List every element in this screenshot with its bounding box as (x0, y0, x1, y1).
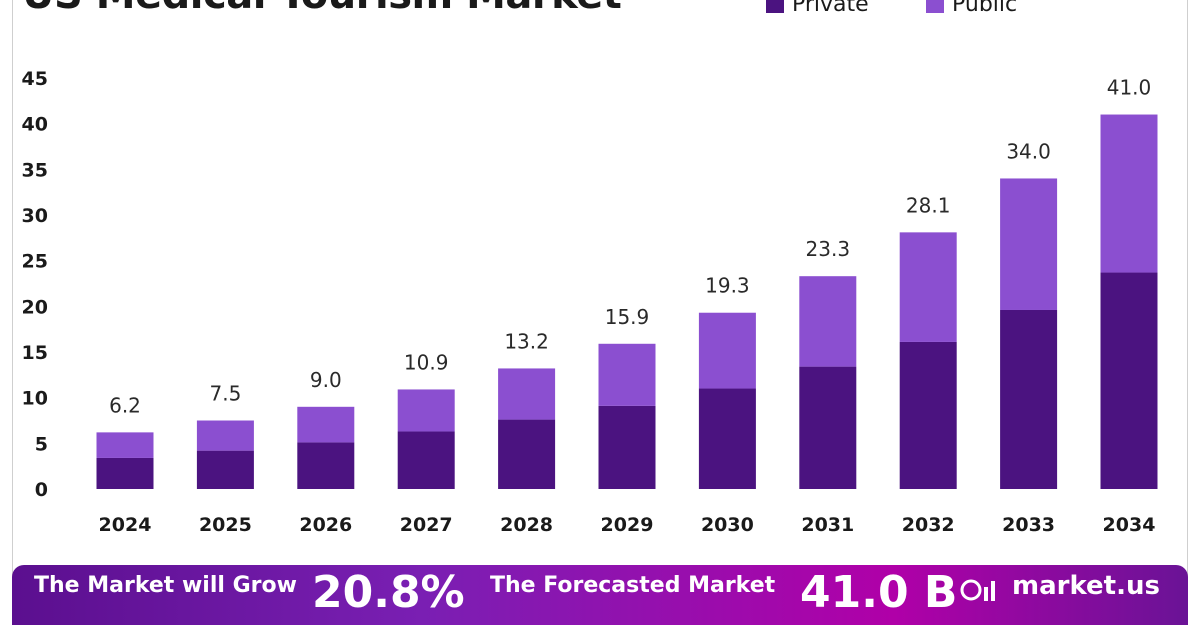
bar-total-label: 15.9 (605, 305, 650, 329)
y-tick-label: 45 (22, 68, 48, 90)
x-tick-label: 2024 (99, 514, 152, 536)
y-tick-label: 20 (22, 296, 48, 318)
y-tick-label: 30 (22, 205, 48, 227)
bar-segment-public (799, 276, 857, 367)
x-tick-label: 2026 (299, 514, 352, 536)
bar-total-label: 19.3 (705, 274, 750, 298)
y-tick-label: 25 (22, 251, 48, 273)
x-tick-label: 2028 (500, 514, 553, 536)
bar-total-label: 7.5 (209, 382, 241, 406)
bar-segment-private (196, 450, 254, 489)
x-tick-label: 2033 (1002, 514, 1055, 536)
bar-segment-private (698, 388, 756, 489)
bar-segment-private (297, 442, 355, 489)
x-tick-label: 2031 (801, 514, 854, 536)
y-tick-label: 5 (35, 433, 48, 455)
x-tick-label: 2025 (199, 514, 252, 536)
x-tick-label: 2027 (400, 514, 453, 536)
banner-forecast-text: The Forecasted Market (490, 573, 776, 598)
bar-segment-private (899, 341, 957, 489)
bar-segment-private (1000, 309, 1058, 489)
banner-grow-text: The Market will Grow (34, 573, 297, 598)
bar-total-label: 34.0 (1006, 139, 1051, 163)
x-tick-label: 2029 (601, 514, 654, 536)
bar-total-label: 28.1 (906, 193, 951, 217)
legend-item-private: Private (766, 0, 869, 17)
bar-segment-private (598, 405, 656, 489)
bar-logo-icon (960, 579, 995, 601)
banner-cagr-value: 20.8% (312, 567, 465, 618)
x-tick-label: 2032 (902, 514, 955, 536)
legend-swatch-private (766, 0, 784, 13)
legend-item-public: Public (926, 0, 1018, 17)
x-tick-label: 2030 (701, 514, 754, 536)
y-tick-label: 35 (22, 159, 48, 181)
bar-segment-public (196, 420, 254, 451)
bar-segment-public (96, 432, 154, 458)
bar-segment-public (899, 232, 957, 342)
y-tick-label: 15 (22, 342, 48, 364)
bar-segment-private (96, 457, 154, 489)
legend-label-private: Private (792, 0, 869, 17)
banner-brand: market.us (1012, 571, 1160, 601)
banner-forecast-value: 41.0 B (800, 567, 958, 618)
bar-segment-public (1100, 114, 1158, 273)
bar-total-label: 23.3 (806, 237, 851, 261)
bar-total-label: 13.2 (504, 329, 549, 353)
summary-banner: The Market will Grow 20.8% The Forecaste… (12, 565, 1188, 625)
bar-segment-private (397, 431, 455, 489)
bar-total-label: 9.0 (310, 368, 342, 392)
legend-swatch-public (926, 0, 944, 13)
x-tick-label: 2034 (1103, 514, 1156, 536)
legend-label-public: Public (952, 0, 1018, 17)
bar-segment-public (498, 368, 556, 420)
y-tick-label: 40 (22, 114, 48, 136)
y-tick-label: 0 (35, 479, 48, 501)
bar-total-label: 41.0 (1107, 76, 1152, 100)
bar-segment-public (1000, 178, 1058, 310)
y-tick-label: 10 (22, 388, 48, 410)
bar-segment-private (799, 366, 857, 489)
bar-segment-public (698, 312, 756, 389)
bar-segment-public (598, 343, 656, 406)
chart-title: US Medical Tourism Market (22, 0, 622, 18)
bar-total-label: 6.2 (109, 393, 141, 417)
bar-segment-public (397, 389, 455, 432)
stacked-bar-chart: 0510152025303540456.220247.520259.020261… (22, 68, 1158, 536)
bar-segment-private (1100, 272, 1158, 489)
bar-total-label: 10.9 (404, 350, 449, 374)
bar-segment-public (297, 406, 355, 443)
bar-segment-private (498, 419, 556, 489)
